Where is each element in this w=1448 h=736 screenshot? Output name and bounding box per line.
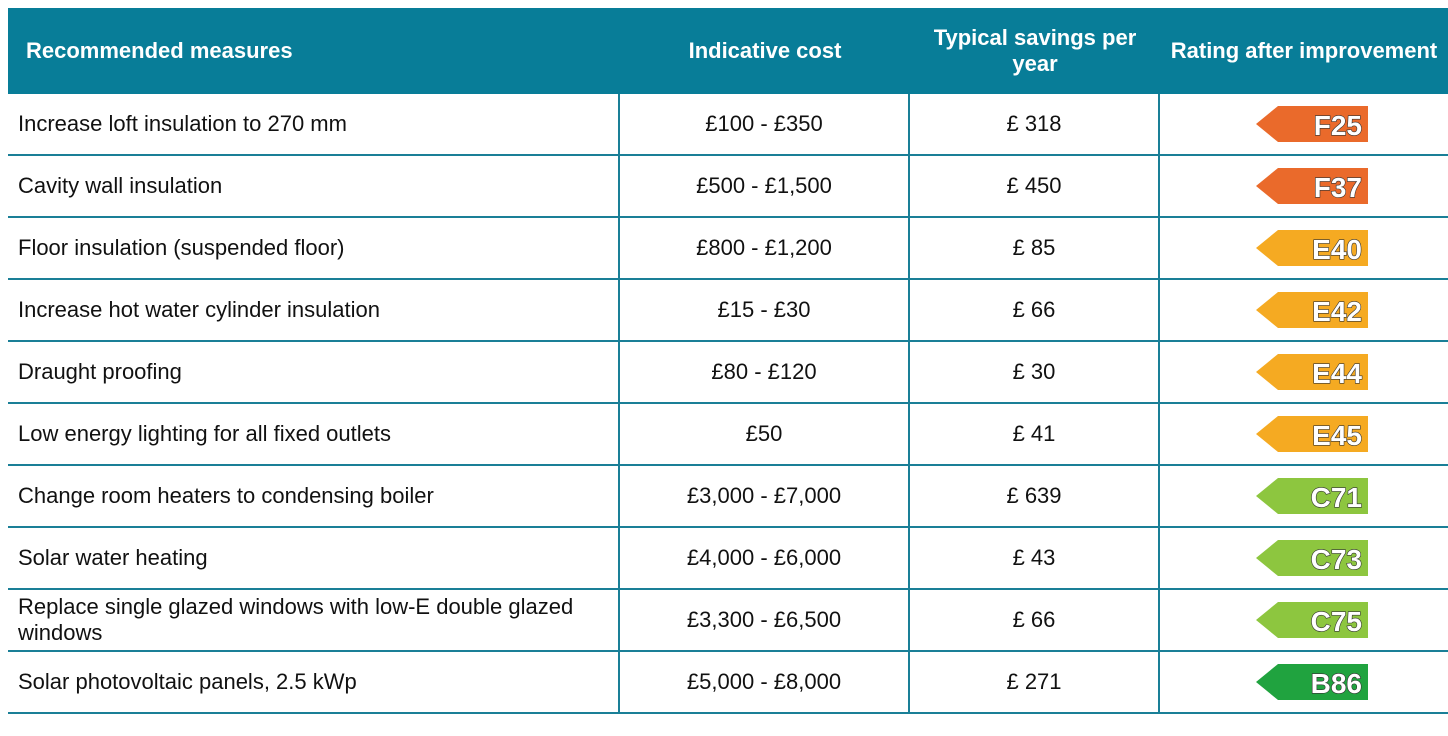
header-cell: Rating after improvement xyxy=(1170,38,1438,63)
rating-arrow xyxy=(1256,292,1368,328)
table-cell: £15 - £30 xyxy=(620,280,910,340)
header-cell: Typical savings per year xyxy=(933,25,1137,76)
rating-cell: F37 xyxy=(1160,156,1448,216)
table-cell: £500 - £1,500 xyxy=(620,156,910,216)
rating-badge: F25 xyxy=(1256,106,1368,142)
rating-arrow xyxy=(1256,664,1368,700)
table-cell: Low energy lighting for all fixed outlet… xyxy=(8,404,620,464)
table-cell: £ 66 xyxy=(910,280,1160,340)
table-row: Low energy lighting for all fixed outlet… xyxy=(8,404,1448,466)
table-row: Cavity wall insulation £500 - £1,500 £ 450… xyxy=(8,156,1448,218)
table-cell: £ 66 xyxy=(910,590,1160,650)
rating-arrow xyxy=(1256,602,1368,638)
table-row: Replace single glazed windows with low-E… xyxy=(8,590,1448,652)
rating-cell: E44 xyxy=(1160,342,1448,402)
table-cell: £800 - £1,200 xyxy=(620,218,910,278)
rating-badge: C75 xyxy=(1256,602,1368,638)
table-cell: £ 41 xyxy=(910,404,1160,464)
rating-arrow xyxy=(1256,168,1368,204)
table-cell: £ 639 xyxy=(910,466,1160,526)
table-cell: Floor insulation (suspended floor) xyxy=(8,218,620,278)
table-cell: Increase hot water cylinder insulation xyxy=(8,280,620,340)
table-cell: £ 318 xyxy=(910,94,1160,154)
rating-badge: C73 xyxy=(1256,540,1368,576)
rating-cell: C71 xyxy=(1160,466,1448,526)
table-cell: Solar photovoltaic panels, 2.5 kWp xyxy=(8,652,620,712)
rating-label: E44 xyxy=(1312,358,1362,389)
table-row: Solar photovoltaic panels, 2.5 kWp £5,000… xyxy=(8,652,1448,714)
rating-arrow xyxy=(1256,540,1368,576)
rating-cell: E42 xyxy=(1160,280,1448,340)
rating-cell: C73 xyxy=(1160,528,1448,588)
table-row: Solar water heating £4,000 - £6,000 £ 43 C7… xyxy=(8,528,1448,590)
rating-badge: E45 xyxy=(1256,416,1368,452)
rating-label: F37 xyxy=(1314,172,1362,203)
measures-table: Recommended measures Indicative cost Typic… xyxy=(8,8,1448,714)
table-cell: Replace single glazed windows with low-E… xyxy=(8,590,620,650)
header-row: Recommended measures Indicative cost Typic… xyxy=(8,8,1448,94)
rating-label: B86 xyxy=(1311,668,1362,699)
table-row: Floor insulation (suspended floor) £800 -… xyxy=(8,218,1448,280)
rating-arrow xyxy=(1256,416,1368,452)
rating-label: E45 xyxy=(1312,420,1362,451)
rating-label: E40 xyxy=(1312,234,1362,265)
table-cell: Draught proofing xyxy=(8,342,620,402)
table-cell: £3,000 - £7,000 xyxy=(620,466,910,526)
rating-cell: F25 xyxy=(1160,94,1448,154)
table-cell: £ 43 xyxy=(910,528,1160,588)
rating-label: F25 xyxy=(1314,110,1362,141)
table-cell: £4,000 - £6,000 xyxy=(620,528,910,588)
header-cell: Recommended measures xyxy=(26,38,293,63)
table-cell: £ 450 xyxy=(910,156,1160,216)
rating-badge: F37 xyxy=(1256,168,1368,204)
table-cell: Solar water heating xyxy=(8,528,620,588)
rating-badge: E40 xyxy=(1256,230,1368,266)
rating-label: C75 xyxy=(1311,606,1362,637)
rating-badge: E44 xyxy=(1256,354,1368,390)
table-cell: £80 - £120 xyxy=(620,342,910,402)
header-cell: Indicative cost xyxy=(688,38,842,63)
table-cell: £5,000 - £8,000 xyxy=(620,652,910,712)
table-cell: £ 85 xyxy=(910,218,1160,278)
table-cell: £50 xyxy=(620,404,910,464)
rating-cell: B86 xyxy=(1160,652,1448,712)
table-cell: Increase loft insulation to 270 mm xyxy=(8,94,620,154)
rating-cell: C75 xyxy=(1160,590,1448,650)
rating-arrow xyxy=(1256,478,1368,514)
table-cell: Change room heaters to condensing boiler xyxy=(8,466,620,526)
table-cell: £ 271 xyxy=(910,652,1160,712)
table-row: Increase hot water cylinder insulation £1… xyxy=(8,280,1448,342)
rating-cell: E40 xyxy=(1160,218,1448,278)
table-cell: £ 30 xyxy=(910,342,1160,402)
rating-arrow xyxy=(1256,106,1368,142)
rating-label: C71 xyxy=(1311,482,1362,513)
rating-arrow xyxy=(1256,230,1368,266)
table-row: Draught proofing £80 - £120 £ 30 E44 xyxy=(8,342,1448,404)
table-cell: Cavity wall insulation xyxy=(8,156,620,216)
table-row: Increase loft insulation to 270 mm £100 -… xyxy=(8,94,1448,156)
rating-label: C73 xyxy=(1311,544,1362,575)
rating-badge: B86 xyxy=(1256,664,1368,700)
rating-label: E42 xyxy=(1312,296,1362,327)
rating-badge: E42 xyxy=(1256,292,1368,328)
rating-arrow xyxy=(1256,354,1368,390)
table-cell: £100 - £350 xyxy=(620,94,910,154)
rating-cell: E45 xyxy=(1160,404,1448,464)
table-row: Change room heaters to condensing boiler… xyxy=(8,466,1448,528)
table-cell: £3,300 - £6,500 xyxy=(620,590,910,650)
rating-badge: C71 xyxy=(1256,478,1368,514)
